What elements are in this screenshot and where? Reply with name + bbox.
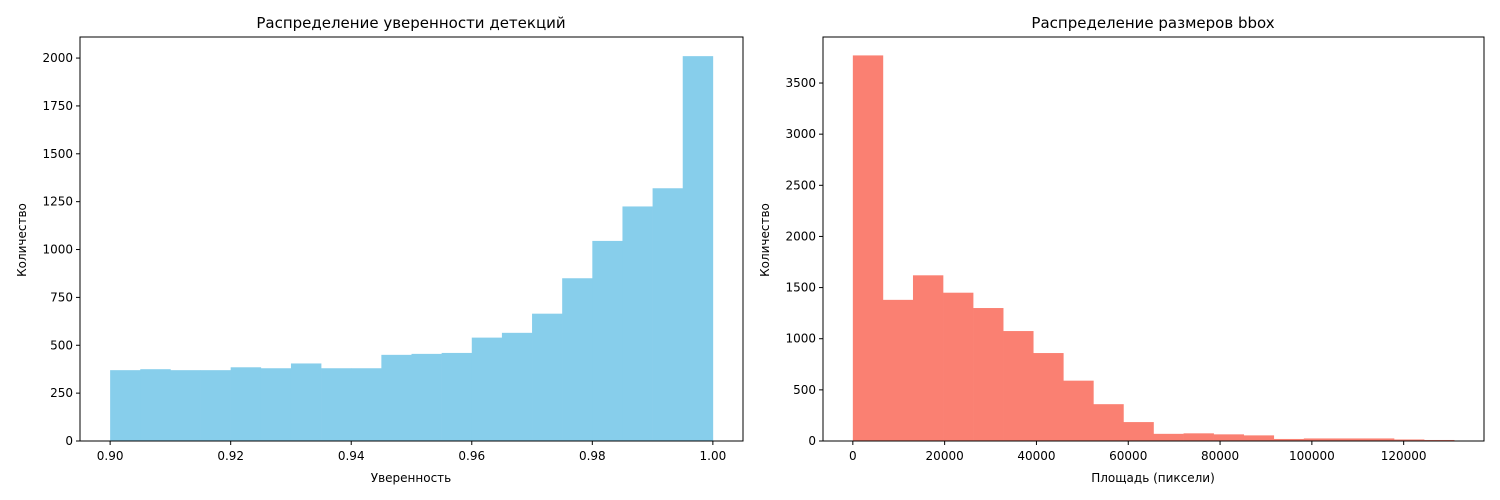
histogram-bar	[381, 354, 412, 441]
x-tick-label: 1.00	[700, 449, 727, 463]
histogram-bar	[1123, 422, 1154, 441]
x-tick-label: 40000	[1017, 449, 1055, 463]
y-tick-label: 250	[50, 386, 73, 400]
x-tick-label: 100000	[1289, 449, 1335, 463]
x-tick-label: 0.92	[217, 449, 244, 463]
histogram-bar	[912, 275, 944, 441]
histogram-bar	[321, 368, 352, 441]
histogram-bar	[411, 353, 442, 441]
y-tick-label: 1000	[42, 243, 73, 257]
x-tick-label: 120000	[1381, 449, 1427, 463]
histogram-bar	[1303, 438, 1335, 441]
x-axis-label: Площадь (пиксели)	[1091, 471, 1215, 485]
histogram-bar	[562, 278, 593, 441]
x-axis-label: Уверенность	[371, 471, 451, 485]
histogram-bar	[170, 370, 201, 441]
y-axis-ticks: 0 250 500 750 1000 1250 1500 1750 2000	[42, 51, 80, 448]
histogram-bar	[973, 308, 1004, 441]
histogram-bar	[852, 55, 884, 441]
y-tick-label: 2500	[785, 178, 816, 192]
histogram-bar	[1153, 433, 1184, 441]
histogram-bar	[1063, 380, 1094, 441]
y-tick-label: 500	[793, 383, 816, 397]
histogram-bar	[501, 332, 533, 441]
chart-title: Распределение размеров bbox	[1031, 14, 1274, 32]
y-tick-label: 2000	[42, 51, 73, 65]
histogram-bar	[652, 188, 684, 441]
plot-frame	[79, 36, 744, 442]
y-axis-label: Количество	[758, 203, 772, 277]
histogram-bar	[592, 240, 623, 441]
confidence-histogram: Распределение уверенности детекций 0 250 5…	[15, 14, 744, 485]
x-tick-label: 0.98	[579, 449, 606, 463]
histogram-bar	[260, 368, 292, 441]
y-tick-label: 3000	[785, 127, 816, 141]
histogram-bar	[1183, 433, 1214, 441]
histogram-bar	[351, 368, 382, 441]
y-tick-label: 0	[808, 434, 816, 448]
histogram-bar	[1424, 439, 1455, 441]
histogram-bar	[110, 370, 141, 441]
x-axis-ticks: 0.90 0.92 0.94 0.96 0.98 1.00	[97, 441, 726, 463]
x-tick-label: 0	[849, 449, 857, 463]
y-axis-label: Количество	[15, 203, 29, 277]
x-tick-label: 20000	[926, 449, 964, 463]
histogram-bar	[230, 367, 262, 441]
chart-title: Распределение уверенности детекций	[256, 14, 565, 32]
histogram-bar	[1033, 353, 1064, 441]
histogram-bar	[943, 292, 974, 441]
histogram-bar	[882, 299, 914, 441]
histogram-bar	[1273, 438, 1305, 441]
bars-group	[852, 55, 1455, 441]
histogram-bar	[441, 352, 473, 441]
y-tick-label: 3500	[785, 76, 816, 90]
y-tick-label: 1000	[785, 332, 816, 346]
x-tick-label: 60000	[1109, 449, 1147, 463]
histogram-bar	[200, 370, 231, 441]
x-axis-ticks: 0 20000 40000 60000 80000 100000 120000	[849, 441, 1427, 463]
histogram-bar	[1093, 404, 1124, 441]
histogram-bar	[1394, 439, 1425, 441]
y-tick-label: 1500	[42, 147, 73, 161]
x-tick-label: 80000	[1201, 449, 1239, 463]
x-tick-label: 0.96	[458, 449, 485, 463]
y-tick-label: 500	[50, 338, 73, 352]
bbox-size-histogram: Распределение размеров bbox 0 500 1000 1500…	[758, 14, 1485, 485]
y-tick-label: 1250	[42, 195, 73, 209]
y-axis-ticks: 0 500 1000 1500 2000 2500 3000 3500	[785, 76, 823, 448]
histogram-bar	[1003, 331, 1034, 441]
plot-frame	[822, 36, 1485, 442]
y-tick-label: 750	[50, 290, 73, 304]
histogram-bar	[532, 313, 563, 441]
y-tick-label: 0	[65, 434, 73, 448]
histogram-bar	[1363, 438, 1395, 441]
histogram-bar	[622, 206, 653, 441]
bars-group	[110, 56, 714, 442]
histogram-bar	[140, 369, 171, 441]
histogram-bar	[471, 337, 503, 441]
histogram-bar	[1333, 438, 1365, 441]
histogram-bar	[290, 363, 322, 441]
y-tick-label: 1500	[785, 281, 816, 295]
histogram-bar	[1243, 435, 1275, 441]
y-tick-label: 1750	[42, 99, 73, 113]
histogram-bar	[682, 56, 714, 442]
histogram-bar	[1213, 434, 1244, 441]
x-tick-label: 0.94	[338, 449, 365, 463]
x-tick-label: 0.90	[97, 449, 124, 463]
y-tick-label: 2000	[785, 229, 816, 243]
